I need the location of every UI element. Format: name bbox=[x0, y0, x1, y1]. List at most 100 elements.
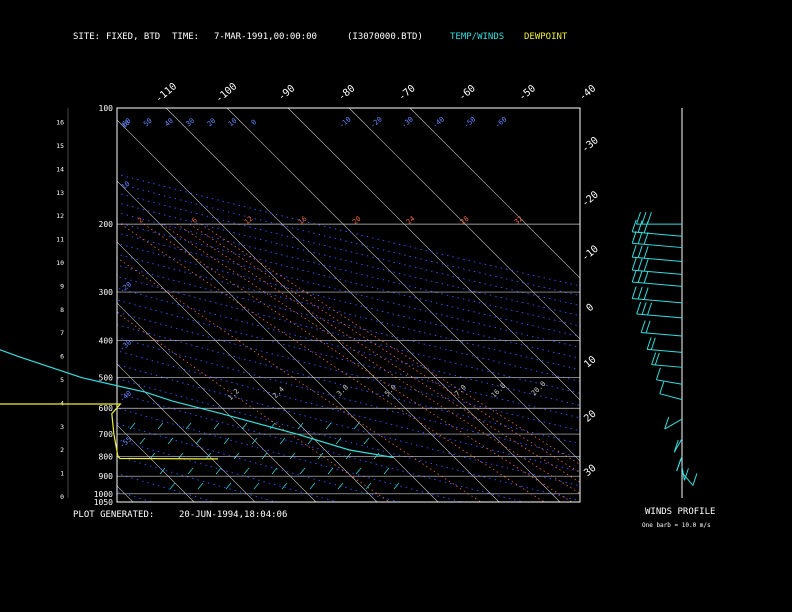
top-temp-label: -100 bbox=[214, 81, 240, 105]
wind-barb bbox=[659, 381, 665, 394]
theta-label: 50 bbox=[142, 117, 154, 129]
stability-mark bbox=[149, 452, 156, 460]
stability-mark bbox=[195, 437, 202, 445]
right-temp-label: 20 bbox=[582, 408, 598, 424]
site-label: SITE: bbox=[73, 32, 101, 42]
stability-mark bbox=[365, 482, 372, 490]
wind-shaft bbox=[673, 438, 683, 453]
theta-label: 60 bbox=[121, 117, 133, 129]
height-tick-label: 0 bbox=[60, 493, 64, 501]
stability-mark bbox=[337, 482, 344, 490]
stability-mark bbox=[241, 422, 248, 430]
wind-barb bbox=[637, 220, 643, 233]
pressure-label: 1000 bbox=[94, 490, 113, 499]
pressure-label: 400 bbox=[99, 336, 114, 345]
isotherm-line bbox=[348, 108, 580, 340]
dry-adiabat-line bbox=[117, 407, 462, 502]
plot-generated-value: 20-JUN-1994,18:04:06 bbox=[179, 510, 288, 520]
mixing-ratio-label: 16 bbox=[297, 215, 309, 227]
top-temp-label: -90 bbox=[276, 83, 297, 103]
wind-barb bbox=[647, 302, 653, 316]
wind-barb bbox=[683, 468, 689, 481]
stability-mark bbox=[225, 482, 232, 490]
stability-mark bbox=[233, 452, 240, 460]
mixing-ratio-line bbox=[117, 312, 390, 502]
wind-barb bbox=[651, 352, 657, 365]
stability-mark bbox=[213, 422, 220, 430]
sounding-value-label: 7.0 bbox=[453, 383, 468, 398]
isotherm-line bbox=[0, 108, 11, 502]
pressure-label: 700 bbox=[99, 430, 114, 439]
right-temp-label: 10 bbox=[582, 354, 598, 370]
wind-barb bbox=[637, 258, 643, 271]
wind-barb bbox=[650, 337, 656, 350]
stability-mark bbox=[167, 437, 174, 445]
pressure-label: 100 bbox=[99, 104, 114, 113]
time-label: TIME: bbox=[172, 32, 200, 42]
stability-mark bbox=[281, 482, 288, 490]
pressure-label: 1050 bbox=[94, 498, 113, 507]
dry-adiabat-line bbox=[117, 211, 580, 327]
wind-barb bbox=[646, 337, 652, 350]
top-temp-label: -80 bbox=[337, 83, 358, 103]
stability-mark bbox=[139, 437, 146, 445]
mixing-ratio-label: 32 bbox=[513, 215, 525, 227]
mixing-ratio-line bbox=[176, 223, 580, 483]
height-tick-label: 2 bbox=[60, 446, 64, 454]
wind-shaft bbox=[632, 231, 683, 237]
height-tick-label: 5 bbox=[60, 376, 64, 384]
stability-mark bbox=[299, 467, 306, 475]
theta-label: -30 bbox=[400, 115, 415, 129]
dry-adiabat-line bbox=[117, 287, 580, 406]
wind-shaft bbox=[664, 418, 683, 430]
wind-barb bbox=[643, 246, 649, 259]
theta-label: 10 bbox=[227, 117, 239, 129]
wind-barb bbox=[643, 258, 649, 272]
height-tick-label: 3 bbox=[60, 423, 64, 431]
wind-barb bbox=[631, 286, 637, 299]
wind-shaft bbox=[651, 364, 683, 368]
mixing-ratio-line bbox=[117, 257, 482, 502]
wind-shaft bbox=[632, 281, 683, 287]
isotherm-line bbox=[117, 119, 500, 502]
plot-area bbox=[0, 108, 580, 502]
time-value: 7-MAR-1991,00:00:00 bbox=[214, 32, 317, 42]
wind-shaft bbox=[636, 313, 683, 319]
mixing-ratio-label: 6 bbox=[191, 216, 199, 225]
mixing-ratio-label: 28 bbox=[459, 215, 471, 227]
wind-barb bbox=[631, 269, 637, 283]
right-temp-label: -10 bbox=[580, 244, 601, 264]
stability-mark bbox=[169, 482, 176, 490]
stability-mark bbox=[325, 422, 332, 430]
dry-adiabat-line bbox=[0, 108, 90, 502]
theta-side-label: -40 bbox=[118, 389, 133, 403]
stability-mark bbox=[251, 437, 258, 445]
stability-mark bbox=[261, 452, 268, 460]
stability-mark bbox=[215, 467, 222, 475]
top-temp-label: -40 bbox=[577, 83, 598, 103]
pressure-label: 200 bbox=[99, 220, 114, 229]
right-temp-label: -30 bbox=[580, 135, 601, 155]
top-temp-label: -110 bbox=[154, 81, 180, 105]
wind-shaft bbox=[681, 472, 694, 486]
wind-barb bbox=[664, 416, 670, 430]
theta-label: -50 bbox=[462, 115, 477, 129]
wind-barb bbox=[643, 232, 649, 245]
dry-adiabat-line bbox=[117, 423, 400, 502]
stability-mark bbox=[271, 467, 278, 475]
wind-barb bbox=[637, 231, 643, 244]
wind-barb bbox=[637, 270, 643, 283]
stability-mark bbox=[197, 482, 204, 490]
theta-label: -60 bbox=[494, 115, 509, 129]
stability-mark bbox=[129, 422, 136, 430]
plot-generated-label: PLOT GENERATED: bbox=[73, 510, 155, 520]
height-tick-label: 9 bbox=[60, 282, 64, 290]
top-temp-label: -70 bbox=[397, 83, 418, 103]
wind-barb bbox=[645, 320, 651, 334]
pressure-label: 600 bbox=[99, 404, 114, 413]
stability-mark bbox=[355, 467, 362, 475]
temperature-profile-line bbox=[0, 349, 394, 459]
isotherm-line bbox=[117, 363, 256, 502]
stability-mark bbox=[205, 452, 212, 460]
wind-barb bbox=[643, 220, 649, 234]
